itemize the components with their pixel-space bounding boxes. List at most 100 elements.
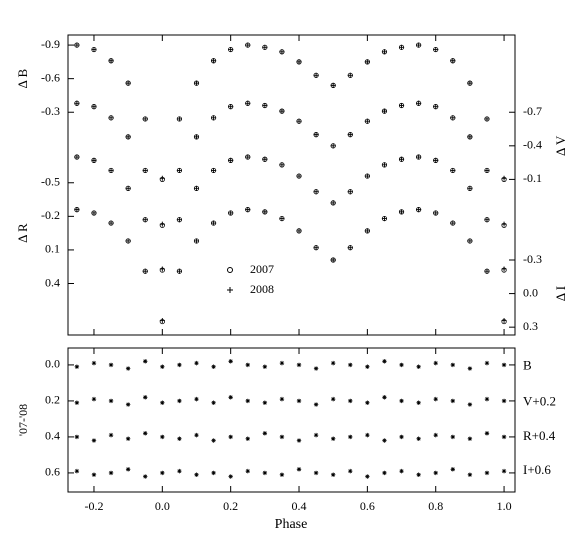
y-tick-label: -0.5: [41, 175, 60, 189]
residual-point: [382, 359, 387, 364]
residual-point: [228, 359, 233, 364]
residual-point: [348, 434, 353, 440]
residual-point: [245, 362, 250, 368]
point-2008: [501, 317, 507, 323]
point-2008: [433, 157, 439, 163]
point-2008: [262, 209, 268, 215]
legend-label: 2008: [250, 282, 274, 296]
residual-point: [330, 396, 336, 402]
residual-point: [125, 402, 131, 407]
series-label: R+0.4: [523, 428, 556, 443]
point-2008: [176, 116, 182, 122]
point-2008: [313, 132, 319, 138]
series-label: B: [523, 358, 532, 373]
point-2008: [262, 44, 268, 50]
residual-point: [125, 467, 131, 472]
point-2008: [125, 134, 131, 140]
residual-point: [382, 470, 387, 476]
residual-point: [177, 362, 182, 368]
residual-point: [450, 467, 456, 472]
y-tick-label: -0.2: [41, 208, 60, 222]
point-2008: [433, 210, 439, 216]
x-tick-label: 0.0: [155, 499, 170, 513]
point-2008: [245, 207, 251, 213]
residual-point: [91, 396, 97, 402]
residual-point: [245, 436, 250, 441]
residual-point: [143, 431, 148, 436]
point-2008: [193, 134, 199, 140]
x-tick-label: 0.2: [223, 499, 238, 513]
residual-point: [313, 432, 319, 438]
y-tick-label: 0.4: [45, 275, 60, 289]
point-2008: [484, 217, 490, 223]
residual-point: [348, 468, 353, 474]
point-2008: [176, 217, 182, 223]
point-2008: [381, 216, 387, 222]
point-2008: [381, 49, 387, 55]
residual-point: [91, 360, 97, 366]
residual-point: [467, 472, 473, 477]
residual-point: [313, 470, 319, 476]
residual-point: [177, 436, 182, 441]
point-2008: [484, 167, 490, 173]
y-tick-label: 0.0: [45, 357, 60, 371]
point-2008: [176, 167, 182, 173]
x-tick-label: 0.6: [360, 499, 375, 513]
residual-point: [74, 468, 80, 474]
point-2008: [211, 220, 217, 226]
residual-point: [484, 396, 490, 402]
residual-point: [330, 436, 336, 441]
residual-point: [91, 438, 97, 443]
residual-point: [262, 364, 268, 369]
point-2008: [313, 72, 319, 78]
residual-point: [330, 360, 336, 366]
band-label: Δ B: [15, 69, 30, 89]
residual-point: [74, 364, 80, 369]
legend-label: 2007: [250, 262, 274, 276]
point-2008: [142, 167, 148, 173]
band-label: Δ V: [553, 135, 568, 156]
point-2008: [159, 175, 165, 181]
residual-point: [108, 362, 114, 368]
residual-point: [399, 362, 404, 368]
residual-point: [160, 434, 165, 440]
residual-point: [365, 400, 370, 405]
point-2008: [296, 59, 302, 65]
residual-point: [228, 434, 233, 440]
x-tick-label: -0.2: [84, 499, 103, 513]
point-2008: [484, 116, 490, 122]
point-2008: [330, 82, 336, 88]
residual-point: [125, 436, 131, 441]
point-2008: [399, 156, 405, 162]
point-2008: [108, 115, 114, 121]
residual-point: [484, 431, 490, 436]
point-2008: [501, 266, 507, 272]
point-2008: [176, 268, 182, 274]
point-2008: [450, 167, 456, 173]
series-label: I+0.6: [523, 462, 551, 477]
residual-point: [194, 360, 199, 366]
point-2008: [262, 156, 268, 162]
residual-point: [211, 400, 216, 405]
residual-point: [467, 366, 473, 371]
residual-point: [433, 396, 438, 402]
point-2008: [416, 100, 422, 106]
residual-point: [450, 434, 456, 440]
series-label: V+0.2: [523, 394, 556, 409]
point-2008: [347, 245, 353, 251]
point-2008: [501, 221, 507, 227]
y-tick-label: 0.0: [523, 285, 538, 299]
top-panel: [67, 34, 516, 336]
residual-point: [143, 359, 148, 364]
residual-point: [228, 474, 233, 479]
residual-point: [416, 436, 421, 441]
point-2008: [228, 210, 234, 216]
residual-point: [433, 470, 438, 476]
point-2008: [74, 42, 80, 48]
point-2008: [108, 167, 114, 173]
point-2008: [142, 116, 148, 122]
point-2008: [313, 245, 319, 251]
residual-point: [262, 470, 268, 476]
point-2008: [91, 157, 97, 163]
